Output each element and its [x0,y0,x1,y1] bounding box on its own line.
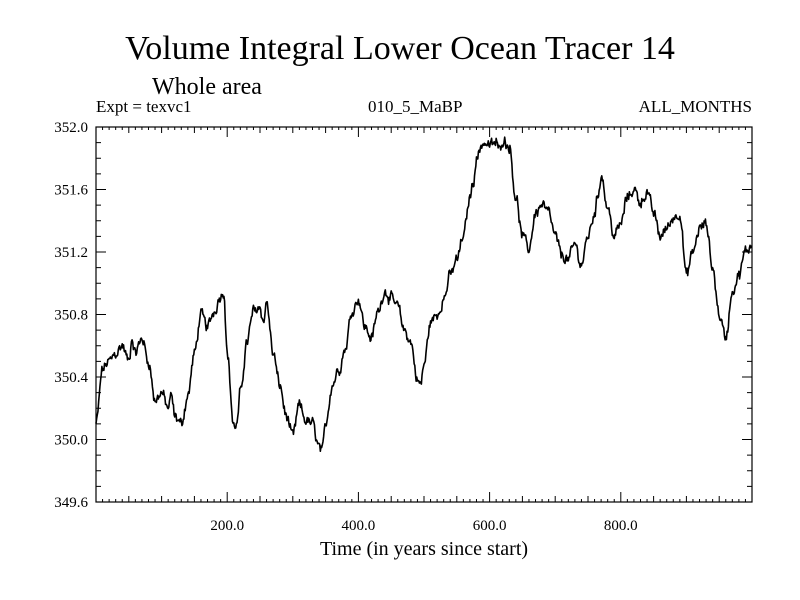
x-tick-label: 600.0 [473,518,507,534]
x-tick-label: 200.0 [210,518,244,534]
x-axis-title: Time (in years since start) [320,538,528,560]
y-tick-label: 349.6 [54,495,88,511]
y-axis: 349.6 350.0 350.4 350.8 351.2 351.6 352.0 [54,120,752,511]
chart-subtitle: Whole area [152,74,262,100]
experiment-label: Expt = texvc1 [96,97,192,116]
y-tick-label: 350.4 [54,370,88,386]
series-line [95,136,753,453]
chart-title: Volume Integral Lower Ocean Tracer 14 [125,30,675,67]
y-tick-label: 350.8 [54,308,88,324]
months-label: ALL_MONTHS [638,97,752,116]
x-tick-label: 400.0 [342,518,376,534]
x-axis: 200.0 400.0 600.0 800.0 [102,127,746,534]
period-label: 010_5_MaBP [368,97,463,116]
x-tick-label: 800.0 [604,518,638,534]
y-tick-label: 350.0 [54,433,88,449]
plot-area-frame [95,126,753,503]
y-tick-label: 352.0 [54,120,88,136]
y-tick-label: 351.6 [54,183,88,199]
y-tick-label: 351.2 [54,245,88,261]
